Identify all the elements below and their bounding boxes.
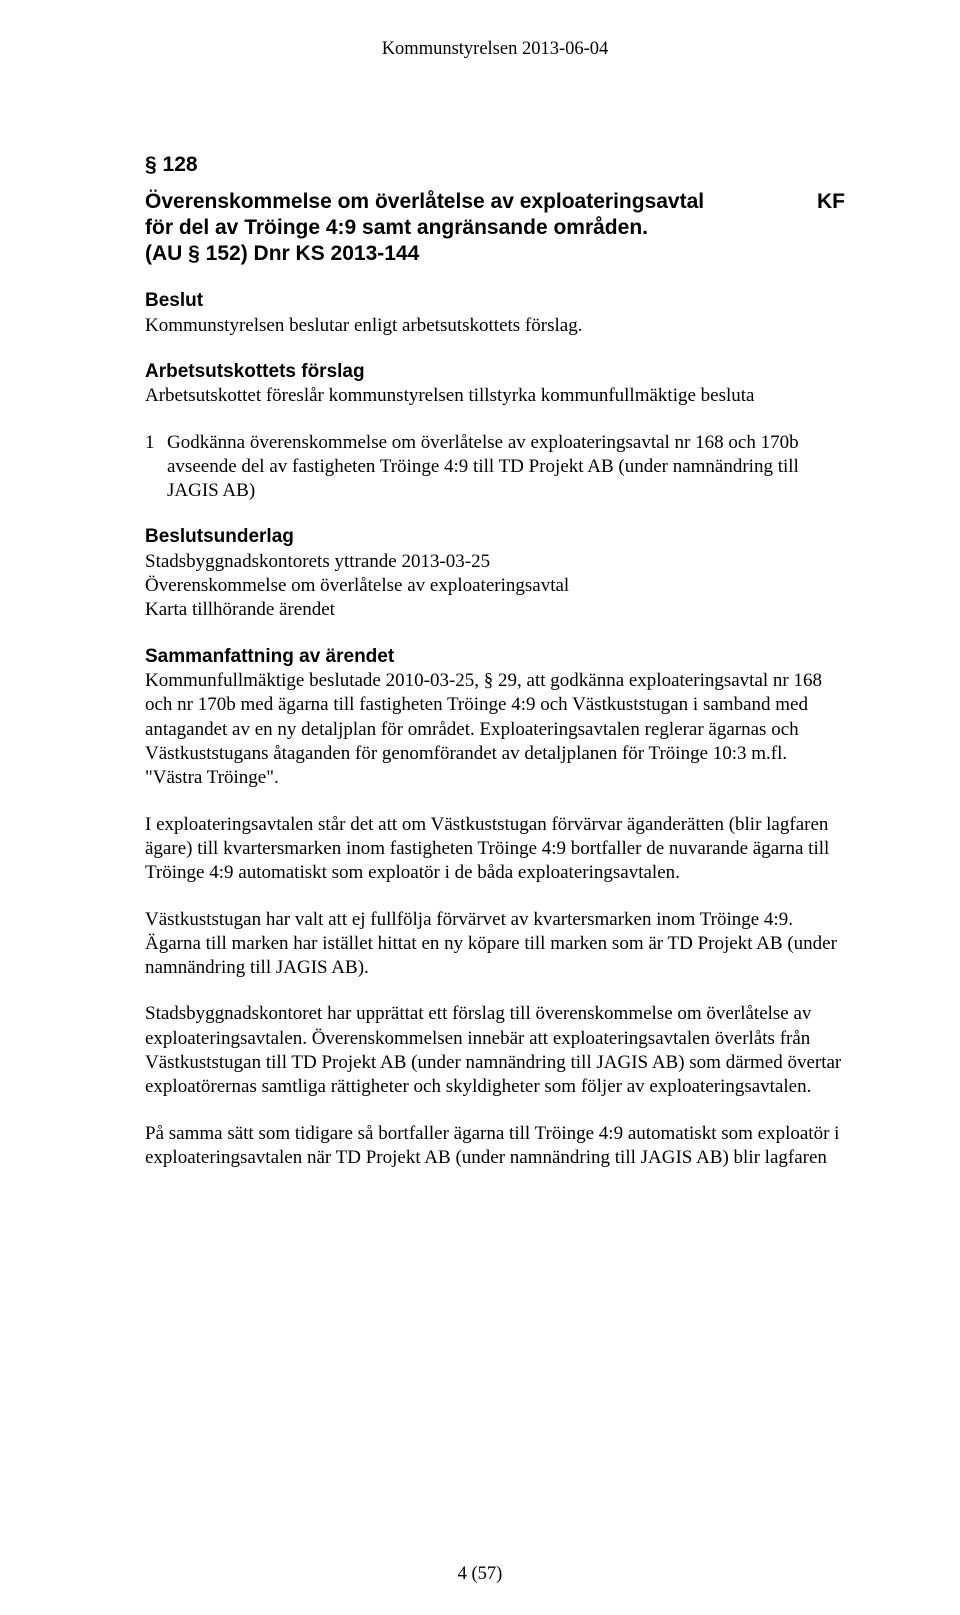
section-number: § 128: [145, 152, 845, 179]
underlag-line-3: Karta tillhörande ärendet: [145, 598, 845, 622]
title-line-1: Överenskommelse om överlåtelse av exploa…: [145, 189, 704, 215]
document-page: Kommunstyrelsen 2013-06-04 § 128 Överens…: [0, 0, 960, 1615]
summary-paragraph-1: Kommunfullmäktige beslutade 2010-03-25, …: [145, 669, 845, 791]
list-body: Godkänna överenskommelse om överlåtelse …: [167, 431, 845, 504]
heading-sammanfattning: Sammanfattning av ärendet: [145, 645, 845, 669]
heading-au-forslag: Arbetsutskottets förslag: [145, 360, 845, 384]
document-title: Överenskommelse om överlåtelse av exploa…: [145, 189, 845, 268]
underlag-line-1: Stadsbyggnadskontorets yttrande 2013-03-…: [145, 550, 845, 574]
running-head: Kommunstyrelsen 2013-06-04: [145, 38, 845, 62]
summary-paragraph-5: På samma sätt som tidigare så bortfaller…: [145, 1122, 845, 1171]
underlag-line-2: Överenskommelse om överlåtelse av exploa…: [145, 574, 845, 598]
heading-beslut: Beslut: [145, 289, 845, 313]
heading-beslutsunderlag: Beslutsunderlag: [145, 525, 845, 549]
list-number: 1: [145, 431, 167, 504]
title-line-3: (AU § 152) Dnr KS 2013-144: [145, 241, 845, 267]
summary-paragraph-4: Stadsbyggnadskontoret har upprättat ett …: [145, 1002, 845, 1099]
text-au-forslag: Arbetsutskottet föreslår kommunstyrelsen…: [145, 384, 845, 408]
summary-paragraph-2: I exploateringsavtalen står det att om V…: [145, 813, 845, 886]
title-line-2: för del av Tröinge 4:9 samt angränsande …: [145, 215, 845, 241]
summary-paragraph-3: Västkuststugan har valt att ej fullfölja…: [145, 908, 845, 981]
kf-label: KF: [797, 189, 845, 215]
text-beslut: Kommunstyrelsen beslutar enligt arbetsut…: [145, 314, 845, 338]
page-number: 4 (57): [0, 1563, 960, 1587]
decision-list-item: 1 Godkänna överenskommelse om överlåtels…: [145, 431, 845, 504]
